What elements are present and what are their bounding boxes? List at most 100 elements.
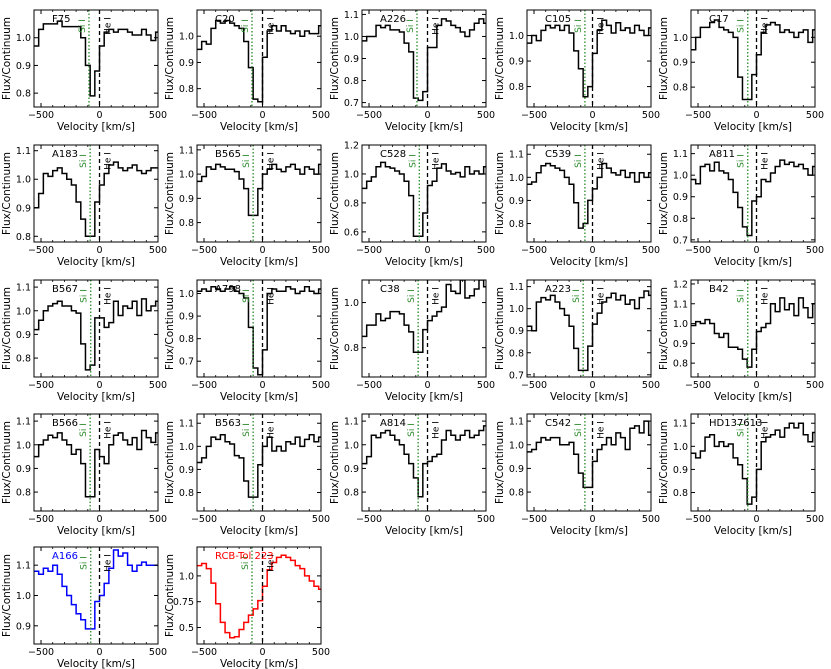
y-axis-label: Flux/Continuum [494, 287, 506, 370]
panel-title: HD137613 [709, 418, 762, 429]
x-tick-label: 500 [642, 245, 660, 256]
si-marker-label: Si I [737, 289, 747, 303]
y-tick-label: 0.8 [509, 348, 524, 359]
axes-frame [196, 144, 322, 243]
x-tick-label: 500 [149, 647, 167, 658]
x-tick-label: 500 [312, 647, 330, 658]
x-tick-label: −500 [521, 514, 547, 525]
axes-frame [690, 279, 816, 378]
y-tick-label: 1.0 [673, 319, 688, 330]
y-tick-label: 1.1 [16, 283, 31, 294]
x-tick-label: 0 [753, 245, 759, 256]
y-tick-label: 1.1 [673, 299, 688, 310]
y-tick-label: 1.1 [16, 146, 31, 157]
panel-title: B565 [215, 149, 241, 160]
x-axis-label: Velocity [km/s] [385, 525, 463, 537]
he-marker-label: He I [761, 17, 771, 35]
y-tick-label: 0.6 [344, 227, 359, 238]
y-tick-label: 0.8 [509, 82, 524, 93]
y-tick-label: 1.1 [509, 417, 524, 428]
y-tick-label: 0.8 [16, 354, 31, 365]
subplot: Si I He I A814 −500 0 500 0.8 0.9 1.0 1.1 Velocity… [329, 413, 495, 537]
x-tick-label: −500 [28, 245, 54, 256]
y-axis-label: Flux/Continuum [658, 421, 670, 504]
y-axis-label: Flux/Continuum [658, 152, 670, 235]
x-tick-label: −500 [28, 514, 54, 525]
x-tick-label: 0 [589, 245, 595, 256]
x-axis-label: Velocity [km/s] [220, 658, 298, 669]
x-tick-label: 0 [589, 110, 595, 121]
y-tick-label: 1.1 [179, 145, 194, 156]
y-tick-label: 0.8 [344, 343, 359, 354]
spectrum-line [362, 280, 486, 353]
si-marker-label: Si I [737, 423, 747, 437]
y-tick-label: 1.0 [179, 170, 194, 181]
subplot: Si I He I B563 −500 0 500 0.8 0.9 1.0 1.1 Velocity… [164, 413, 330, 537]
spectrum-line [197, 19, 321, 103]
x-tick-label: 500 [477, 110, 495, 121]
si-marker-label: Si I [242, 289, 252, 303]
subplot: Si I He I C539 −500 0 500 0.8 0.9 1.0 1.1 Velocity… [494, 144, 660, 268]
axes-frame [196, 279, 322, 378]
x-tick-label: 500 [642, 514, 660, 525]
x-tick-label: −500 [685, 245, 711, 256]
y-tick-label: 0.9 [16, 464, 31, 475]
y-tick-label: 0.8 [179, 488, 194, 499]
x-axis-label: Velocity [km/s] [550, 525, 628, 537]
y-tick-label: 1.0 [179, 289, 194, 300]
subplot: Si I He I B567 −500 0 500 0.8 0.9 1.0 1.1 Velocity… [1, 279, 167, 403]
subplot: Si I He I F75 −500 0 500 0.8 0.9 1.0 Velocity [km… [1, 9, 167, 133]
he-marker-label: He I [267, 554, 277, 572]
y-tick-label: 1.0 [179, 32, 194, 43]
x-tick-label: 500 [149, 514, 167, 525]
panel-title: B563 [215, 418, 241, 429]
x-tick-label: −500 [28, 110, 54, 121]
x-tick-label: 0 [424, 245, 430, 256]
spectrum-line [197, 434, 321, 498]
he-marker-label: He I [104, 152, 114, 170]
y-axis-label: Flux/Continuum [658, 17, 670, 100]
x-tick-label: 0 [424, 380, 430, 391]
y-axis-label: Flux/Continuum [494, 152, 506, 235]
he-marker-label: He I [761, 152, 771, 170]
he-marker-label: He I [597, 152, 607, 170]
x-tick-label: −500 [521, 380, 547, 391]
y-tick-label: 1.0 [344, 169, 359, 180]
y-tick-label: 1.0 [16, 33, 31, 44]
y-tick-label: 1.2 [344, 141, 359, 152]
x-tick-label: −500 [356, 514, 382, 525]
subplot: Si I He I A811 −500 0 500 0.7 0.8 0.9 1.0 1.1 Veloc… [658, 144, 824, 268]
x-tick-label: −500 [28, 380, 54, 391]
x-tick-label: 500 [806, 514, 824, 525]
si-marker-label: Si I [574, 19, 584, 33]
spectrum-line [197, 286, 321, 376]
he-marker-label: He I [104, 17, 114, 35]
y-axis-label: Flux/Continuum [164, 287, 176, 370]
x-tick-label: 0 [96, 380, 102, 391]
axes-frame [526, 144, 652, 243]
x-axis-label: Velocity [km/s] [57, 121, 135, 133]
he-marker-label: He I [761, 287, 771, 305]
panel-title: F75 [52, 14, 70, 25]
he-marker-label: He I [597, 287, 607, 305]
spectrum-line [691, 297, 815, 368]
panel-title: C542 [545, 418, 571, 429]
y-tick-label: 0.9 [179, 194, 194, 205]
spectrum-line [691, 19, 815, 101]
y-tick-label: 0.8 [16, 488, 31, 499]
y-tick-label: 0.8 [673, 359, 688, 370]
y-tick-label: 1.0 [673, 33, 688, 44]
spectrum-line [527, 420, 651, 489]
y-tick-label: 0.9 [16, 330, 31, 341]
subplot: Si I He I B565 −500 0 500 0.8 0.9 1.0 1.1 Velocity… [164, 144, 330, 268]
y-tick-label: 0.9 [509, 196, 524, 207]
y-tick-label: 0.7 [179, 357, 194, 368]
y-tick-label: 0.9 [16, 621, 31, 632]
si-marker-label: Si I [80, 289, 90, 303]
subplot: Si I He I C38 −500 0 500 0.8 1.0 Velocity [km/s]… [329, 279, 495, 403]
x-tick-label: −500 [191, 380, 217, 391]
he-marker-label: He I [104, 421, 114, 439]
spectrum-line [527, 162, 651, 229]
